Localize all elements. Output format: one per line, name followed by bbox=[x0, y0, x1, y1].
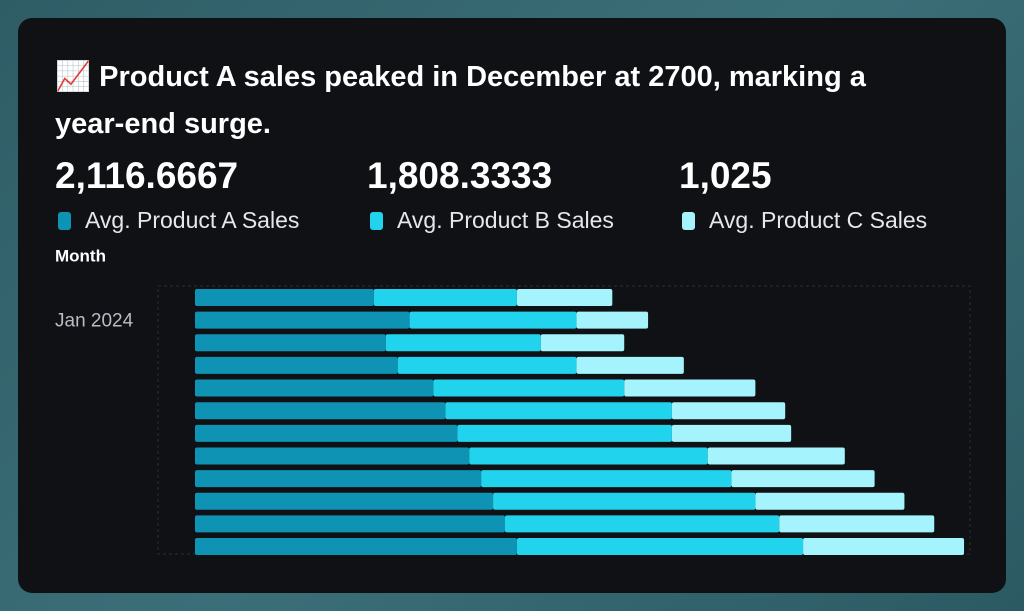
bar-segment bbox=[195, 447, 470, 465]
bar-segment bbox=[540, 334, 625, 352]
bar-segment bbox=[516, 538, 804, 556]
bar-segment bbox=[731, 470, 875, 488]
bar-segment bbox=[195, 289, 374, 306]
bar-segment bbox=[397, 356, 577, 374]
legend-label: Avg. Product C Sales bbox=[709, 207, 927, 233]
bar-segment bbox=[803, 538, 965, 556]
bar-segment bbox=[195, 470, 482, 488]
bar-segment bbox=[576, 356, 684, 374]
bar-segment bbox=[195, 311, 410, 329]
bar-segment bbox=[195, 424, 458, 442]
bar-segment bbox=[385, 334, 541, 352]
bar-segment bbox=[409, 311, 577, 329]
bar-segment bbox=[445, 402, 672, 420]
bar-segment bbox=[195, 538, 517, 556]
bar-segment bbox=[457, 424, 672, 442]
chart-title: 📈 Product A sales peaked in December at … bbox=[55, 59, 867, 140]
bar-segment bbox=[671, 424, 792, 442]
bar-segment bbox=[195, 356, 398, 374]
bar-segment bbox=[505, 515, 780, 533]
bar-segment bbox=[373, 289, 517, 306]
bar-segment bbox=[707, 447, 845, 465]
kpi-value: 2,116.6667 bbox=[55, 155, 238, 196]
bar-segment bbox=[433, 379, 625, 397]
bar-segment bbox=[624, 379, 756, 397]
legend-label: Avg. Product A Sales bbox=[85, 207, 299, 233]
y-axis-label: Month bbox=[55, 246, 106, 265]
bar-segment bbox=[195, 334, 386, 352]
bar-segment bbox=[195, 515, 505, 533]
legend-swatch bbox=[682, 212, 695, 230]
legend-swatch bbox=[370, 212, 383, 230]
bar-segment bbox=[576, 311, 649, 329]
legend-swatch bbox=[58, 212, 71, 230]
bar-segment bbox=[195, 492, 494, 510]
bar-segment bbox=[516, 289, 613, 306]
bar-segment bbox=[195, 402, 446, 420]
kpi-value: 1,808.3333 bbox=[367, 155, 552, 196]
y-tick-label: Jan 2024 bbox=[55, 311, 134, 332]
bar-segment bbox=[779, 515, 935, 533]
bar-segment bbox=[481, 470, 732, 488]
bar-segment bbox=[671, 402, 786, 420]
bar-segment bbox=[469, 447, 708, 465]
bar-segment bbox=[755, 492, 905, 510]
bar-segment bbox=[493, 492, 756, 510]
kpi-value: 1,025 bbox=[679, 155, 772, 196]
legend-label: Avg. Product B Sales bbox=[397, 207, 614, 233]
bar-segment bbox=[195, 379, 434, 397]
